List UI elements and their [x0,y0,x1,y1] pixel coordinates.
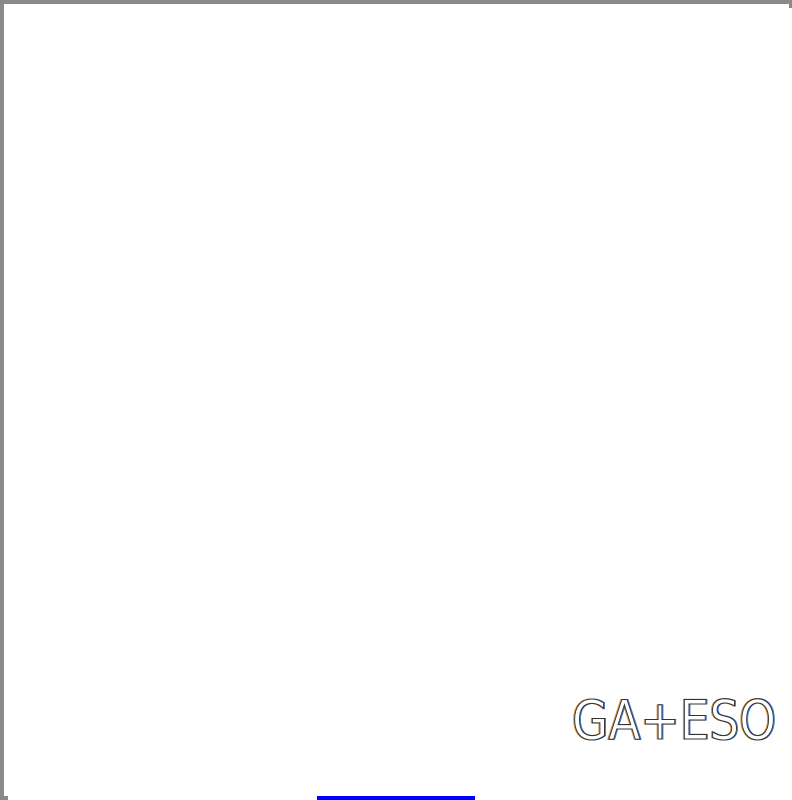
ga-eso-logo: GA+ESO GA+ESO GA+ESO [568,688,780,752]
loading-bar [317,796,475,800]
logo-wordmark: GA+ESO GA+ESO GA+ESO [571,688,778,752]
logo-fringe-warm: GA+ESO [571,689,775,746]
blank-canvas [8,8,792,800]
logo-text: GA+ESO [572,689,776,746]
logo-fringe-cool: GA+ESO [573,689,777,746]
